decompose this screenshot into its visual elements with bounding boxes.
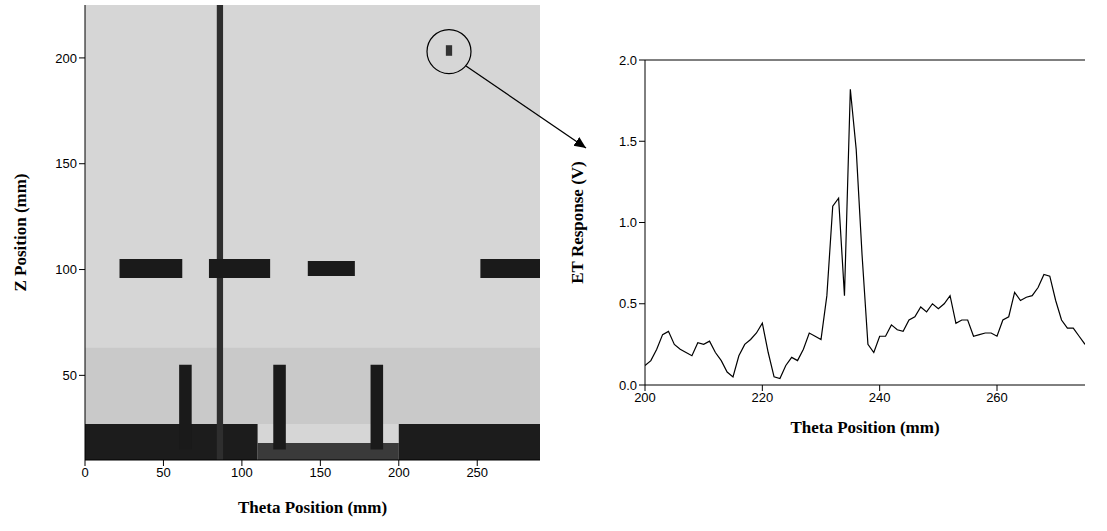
svg-text:2.0: 2.0 xyxy=(619,53,637,68)
svg-text:100: 100 xyxy=(55,262,77,277)
svg-text:250: 250 xyxy=(466,465,488,480)
svg-text:50: 50 xyxy=(63,368,77,383)
svg-text:1.5: 1.5 xyxy=(619,134,637,149)
svg-text:100: 100 xyxy=(231,465,253,480)
svg-text:240: 240 xyxy=(869,390,891,405)
svg-text:150: 150 xyxy=(309,465,331,480)
svg-text:50: 50 xyxy=(156,465,170,480)
svg-text:200: 200 xyxy=(634,390,656,405)
svg-text:0: 0 xyxy=(81,465,88,480)
svg-text:0.5: 0.5 xyxy=(619,296,637,311)
svg-text:Z Position (mm): Z Position (mm) xyxy=(11,173,30,291)
svg-text:0.0: 0.0 xyxy=(619,378,637,393)
svg-text:Theta Position (mm): Theta Position (mm) xyxy=(790,418,939,437)
svg-text:220: 220 xyxy=(751,390,773,405)
svg-text:200: 200 xyxy=(388,465,410,480)
svg-text:260: 260 xyxy=(986,390,1008,405)
svg-text:Theta Position (mm): Theta Position (mm) xyxy=(238,498,387,517)
svg-text:150: 150 xyxy=(55,156,77,171)
svg-text:1.0: 1.0 xyxy=(619,215,637,230)
svg-text:200: 200 xyxy=(55,51,77,66)
svg-text:ET Response (V): ET Response (V) xyxy=(568,161,587,283)
